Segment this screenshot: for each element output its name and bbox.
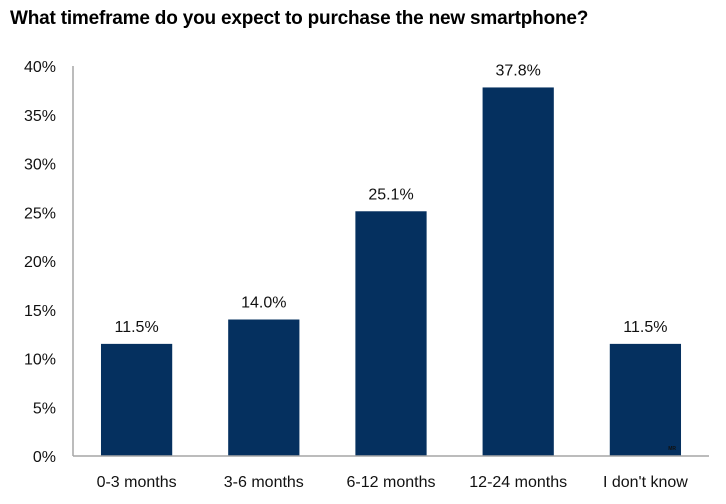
watermark: MR xyxy=(668,446,676,452)
chart-title: What timeframe do you expect to purchase… xyxy=(10,8,589,29)
bar xyxy=(100,343,173,456)
y-tick-label: 5% xyxy=(33,400,56,417)
data-label: 25.1% xyxy=(368,186,413,203)
y-tick-label: 25% xyxy=(24,205,56,222)
data-label: 37.8% xyxy=(496,62,541,79)
data-label: 14.0% xyxy=(241,295,286,312)
bar xyxy=(482,87,554,456)
y-tick-label: 30% xyxy=(24,157,56,174)
y-tick-label: 35% xyxy=(24,108,56,125)
y-tick-label: 15% xyxy=(24,303,56,320)
data-label: 11.5% xyxy=(115,319,159,336)
bar xyxy=(355,211,427,456)
y-tick-label: 10% xyxy=(24,352,56,369)
bar xyxy=(228,319,300,456)
x-tick-label: I don't know xyxy=(603,474,688,491)
x-tick-label: 0-3 months xyxy=(97,474,177,491)
x-tick-label: 3-6 months xyxy=(224,474,304,491)
x-tick-label: 12-24 months xyxy=(469,474,567,491)
data-label: 11.5% xyxy=(623,319,667,336)
y-tick-label: 20% xyxy=(24,254,56,271)
y-tick-label: 40% xyxy=(24,59,56,76)
y-tick-label: 0% xyxy=(33,449,56,466)
bar xyxy=(609,343,682,456)
x-tick-label: 6-12 months xyxy=(347,474,436,491)
